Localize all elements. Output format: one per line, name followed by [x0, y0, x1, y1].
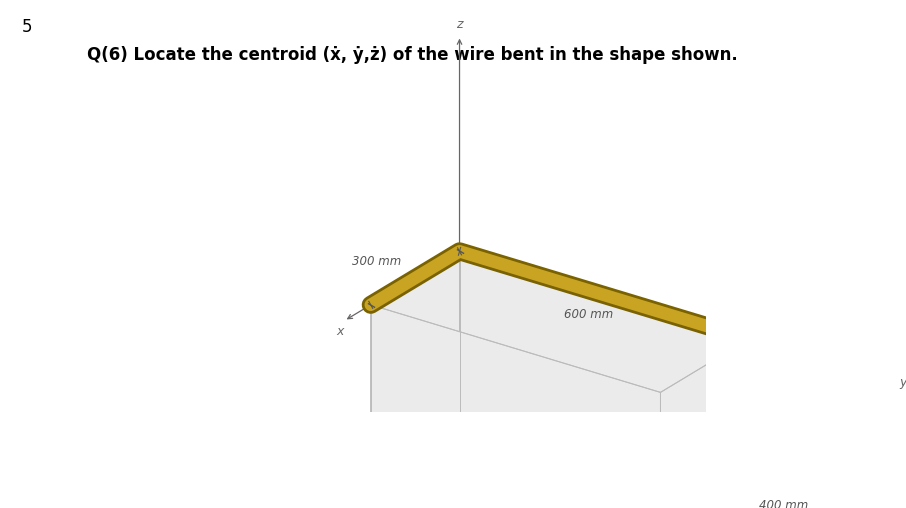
Text: 5: 5 — [22, 18, 33, 36]
Text: 300 mm: 300 mm — [352, 256, 401, 268]
Text: z: z — [457, 18, 463, 31]
Polygon shape — [660, 339, 749, 508]
Polygon shape — [459, 251, 749, 508]
Polygon shape — [371, 305, 660, 508]
Text: 400 mm: 400 mm — [758, 499, 808, 508]
Text: Q(6) Locate the centroid (ẋ, ẏ,ż) of the wire bent in the shape shown.: Q(6) Locate the centroid (ẋ, ẏ,ż) of the… — [87, 46, 738, 64]
Text: 600 mm: 600 mm — [564, 308, 613, 321]
Text: y: y — [900, 376, 906, 389]
Polygon shape — [371, 251, 749, 392]
Polygon shape — [371, 251, 459, 508]
Text: x: x — [336, 325, 344, 338]
